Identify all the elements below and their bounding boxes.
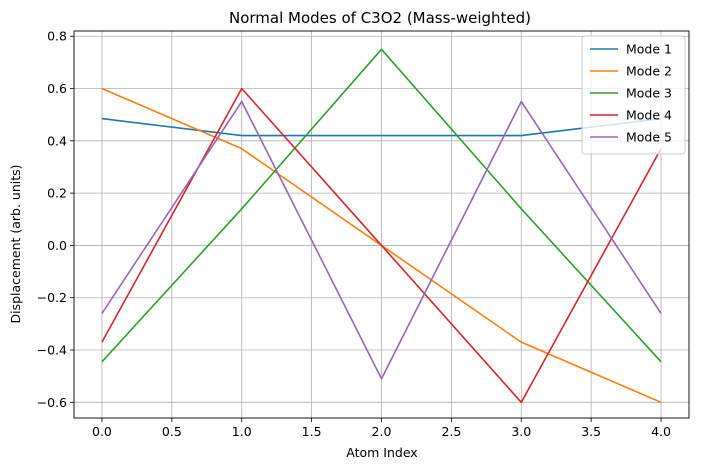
x-axis-label: Atom Index	[346, 445, 417, 460]
legend-label: Mode 1	[626, 42, 672, 57]
legend-label: Mode 2	[626, 64, 672, 79]
y-tick-label: 0.2	[47, 186, 67, 201]
x-ticks: 0.0 0.5 1.0 1.5 2.0 2.5 3.0 3.5 4.0	[92, 418, 671, 439]
y-tick-label: 0.8	[47, 29, 67, 44]
y-tick-label: −0.4	[37, 343, 67, 358]
y-tick-label: 0.4	[47, 133, 67, 148]
x-tick-label: 3.0	[511, 424, 531, 439]
legend-label: Mode 4	[626, 108, 672, 123]
chart-title: Normal Modes of C3O2 (Mass-weighted)	[229, 9, 531, 27]
x-tick-label: 2.0	[372, 424, 392, 439]
y-tick-label: 0.6	[47, 81, 67, 96]
x-tick-label: 4.0	[651, 424, 671, 439]
series-line-mode-3	[101, 48, 662, 363]
x-tick-label: 1.5	[302, 424, 322, 439]
legend-label: Mode 3	[626, 86, 672, 101]
y-ticks: −0.6 −0.4 −0.2 0.0 0.2 0.4 0.6 0.8	[37, 29, 74, 410]
series-line-mode-1	[101, 117, 662, 137]
series-layer	[101, 48, 662, 404]
x-tick-label: 1.0	[232, 424, 252, 439]
y-axis-label: Displacement (arb. units)	[8, 164, 23, 323]
x-tick-label: 0.5	[162, 424, 182, 439]
legend-box	[581, 35, 686, 155]
y-tick-label: 0.0	[47, 238, 67, 253]
x-tick-label: 3.5	[581, 424, 601, 439]
legend: Mode 1 Mode 2 Mode 3 Mode 4 Mode 5	[581, 35, 686, 155]
series-line-mode-5	[101, 100, 662, 380]
legend-label: Mode 5	[626, 130, 672, 145]
x-tick-label: 2.5	[441, 424, 461, 439]
x-tick-label: 0.0	[92, 424, 112, 439]
y-tick-label: −0.6	[37, 395, 67, 410]
y-tick-label: −0.2	[37, 290, 67, 305]
